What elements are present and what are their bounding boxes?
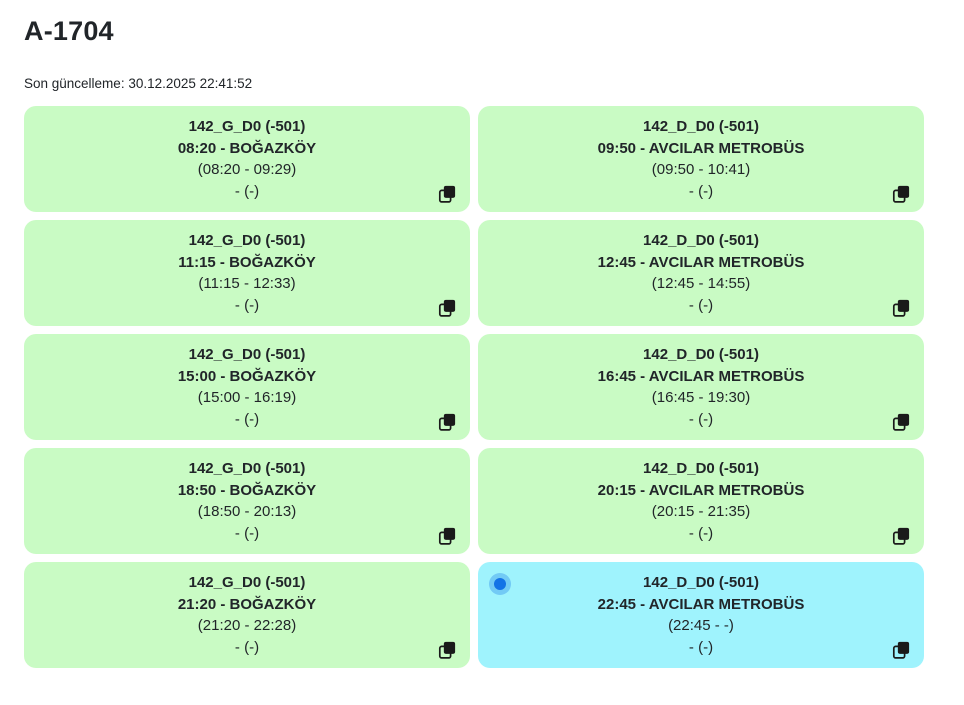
trip-destination-label: 11:15 - BOĞAZKÖY [178,253,316,271]
trip-destination-label: 08:20 - BOĞAZKÖY [177,139,317,157]
copy-icon [438,185,456,203]
trip-cards-grid: 142_G_D0 (-501) 08:20 - BOĞAZKÖY (08:20 … [24,106,924,668]
time-window-label: (22:45 - -) [668,617,734,634]
trip-destination-label: 16:45 - AVCILAR METROBÜS [597,367,805,385]
copy-icon [438,299,456,317]
copy-icon [438,413,456,431]
copy-button[interactable] [892,185,910,203]
last-update-text: Son güncelleme: 30.12.2025 22:41:52 [24,76,253,91]
extra-info-label: - (-) [688,182,714,200]
time-window-label: (15:00 - 16:19) [197,389,297,406]
copy-button[interactable] [892,299,910,317]
route-code-label: 142_G_D0 (-501) [188,460,306,477]
trip-destination-label: 12:45 - AVCILAR METROBÜS [597,253,805,271]
trip-card[interactable]: 142_G_D0 (-501) 11:15 - BOĞAZKÖY (11:15 … [24,220,470,326]
copy-icon [892,641,910,659]
extra-info-label: - (-) [234,182,260,200]
time-window-label: (16:45 - 19:30) [651,389,751,406]
extra-info-label: - (-) [234,524,260,542]
copy-icon [892,299,910,317]
time-window-label: (12:45 - 14:55) [651,275,751,292]
route-code-label: 142_D_D0 (-501) [643,460,759,477]
copy-icon [892,527,910,545]
trip-destination-label: 22:45 - AVCILAR METROBÜS [597,595,805,613]
copy-icon [892,185,910,203]
active-trip-dot [489,573,511,595]
route-code-label: 142_G_D0 (-501) [188,346,306,363]
trip-card[interactable]: 142_G_D0 (-501) 08:20 - BOĞAZKÖY (08:20 … [24,106,470,212]
extra-info-label: - (-) [234,410,260,428]
trip-card[interactable]: 142_G_D0 (-501) 21:20 - BOĞAZKÖY (21:20 … [24,562,470,668]
route-code-label: 142_D_D0 (-501) [643,118,759,135]
time-window-label: (11:15 - 12:33) [198,275,296,292]
copy-icon [892,413,910,431]
route-code-label: 142_G_D0 (-501) [188,574,306,591]
extra-info-label: - (-) [688,296,714,314]
route-code-label: 142_D_D0 (-501) [643,574,759,591]
trip-destination-label: 21:20 - BOĞAZKÖY [177,595,317,613]
trip-card[interactable]: 142_D_D0 (-501) 22:45 - AVCILAR METROBÜS… [478,562,924,668]
extra-info-label: - (-) [688,410,714,428]
time-window-label: (18:50 - 20:13) [197,503,297,520]
copy-button[interactable] [892,413,910,431]
trip-destination-label: 20:15 - AVCILAR METROBÜS [597,481,805,499]
trip-card[interactable]: 142_D_D0 (-501) 16:45 - AVCILAR METROBÜS… [478,334,924,440]
trip-destination-label: 15:00 - BOĞAZKÖY [177,367,317,385]
time-window-label: (08:20 - 09:29) [197,161,297,178]
active-trip-dot-core [494,578,506,590]
copy-button[interactable] [438,299,456,317]
copy-button[interactable] [438,413,456,431]
trip-card[interactable]: 142_D_D0 (-501) 20:15 - AVCILAR METROBÜS… [478,448,924,554]
extra-info-label: - (-) [688,524,714,542]
copy-button[interactable] [438,185,456,203]
copy-button[interactable] [438,527,456,545]
copy-button[interactable] [892,641,910,659]
trip-destination-label: 18:50 - BOĞAZKÖY [177,481,317,499]
copy-icon [438,641,456,659]
trip-card[interactable]: 142_G_D0 (-501) 15:00 - BOĞAZKÖY (15:00 … [24,334,470,440]
extra-info-label: - (-) [234,638,260,656]
time-window-label: (09:50 - 10:41) [651,161,751,178]
route-code-label: 142_D_D0 (-501) [643,346,759,363]
copy-icon [438,527,456,545]
extra-info-label: - (-) [234,296,260,314]
route-code-label: 142_G_D0 (-501) [188,232,306,249]
trip-card[interactable]: 142_D_D0 (-501) 09:50 - AVCILAR METROBÜS… [478,106,924,212]
copy-button[interactable] [892,527,910,545]
time-window-label: (20:15 - 21:35) [651,503,751,520]
route-code-label: 142_D_D0 (-501) [643,232,759,249]
page-title: A-1704 [24,16,114,46]
extra-info-label: - (-) [688,638,714,656]
time-window-label: (21:20 - 22:28) [197,617,297,634]
route-code-label: 142_G_D0 (-501) [188,118,306,135]
trip-card[interactable]: 142_G_D0 (-501) 18:50 - BOĞAZKÖY (18:50 … [24,448,470,554]
trip-destination-label: 09:50 - AVCILAR METROBÜS [597,139,805,157]
copy-button[interactable] [438,641,456,659]
trip-card[interactable]: 142_D_D0 (-501) 12:45 - AVCILAR METROBÜS… [478,220,924,326]
